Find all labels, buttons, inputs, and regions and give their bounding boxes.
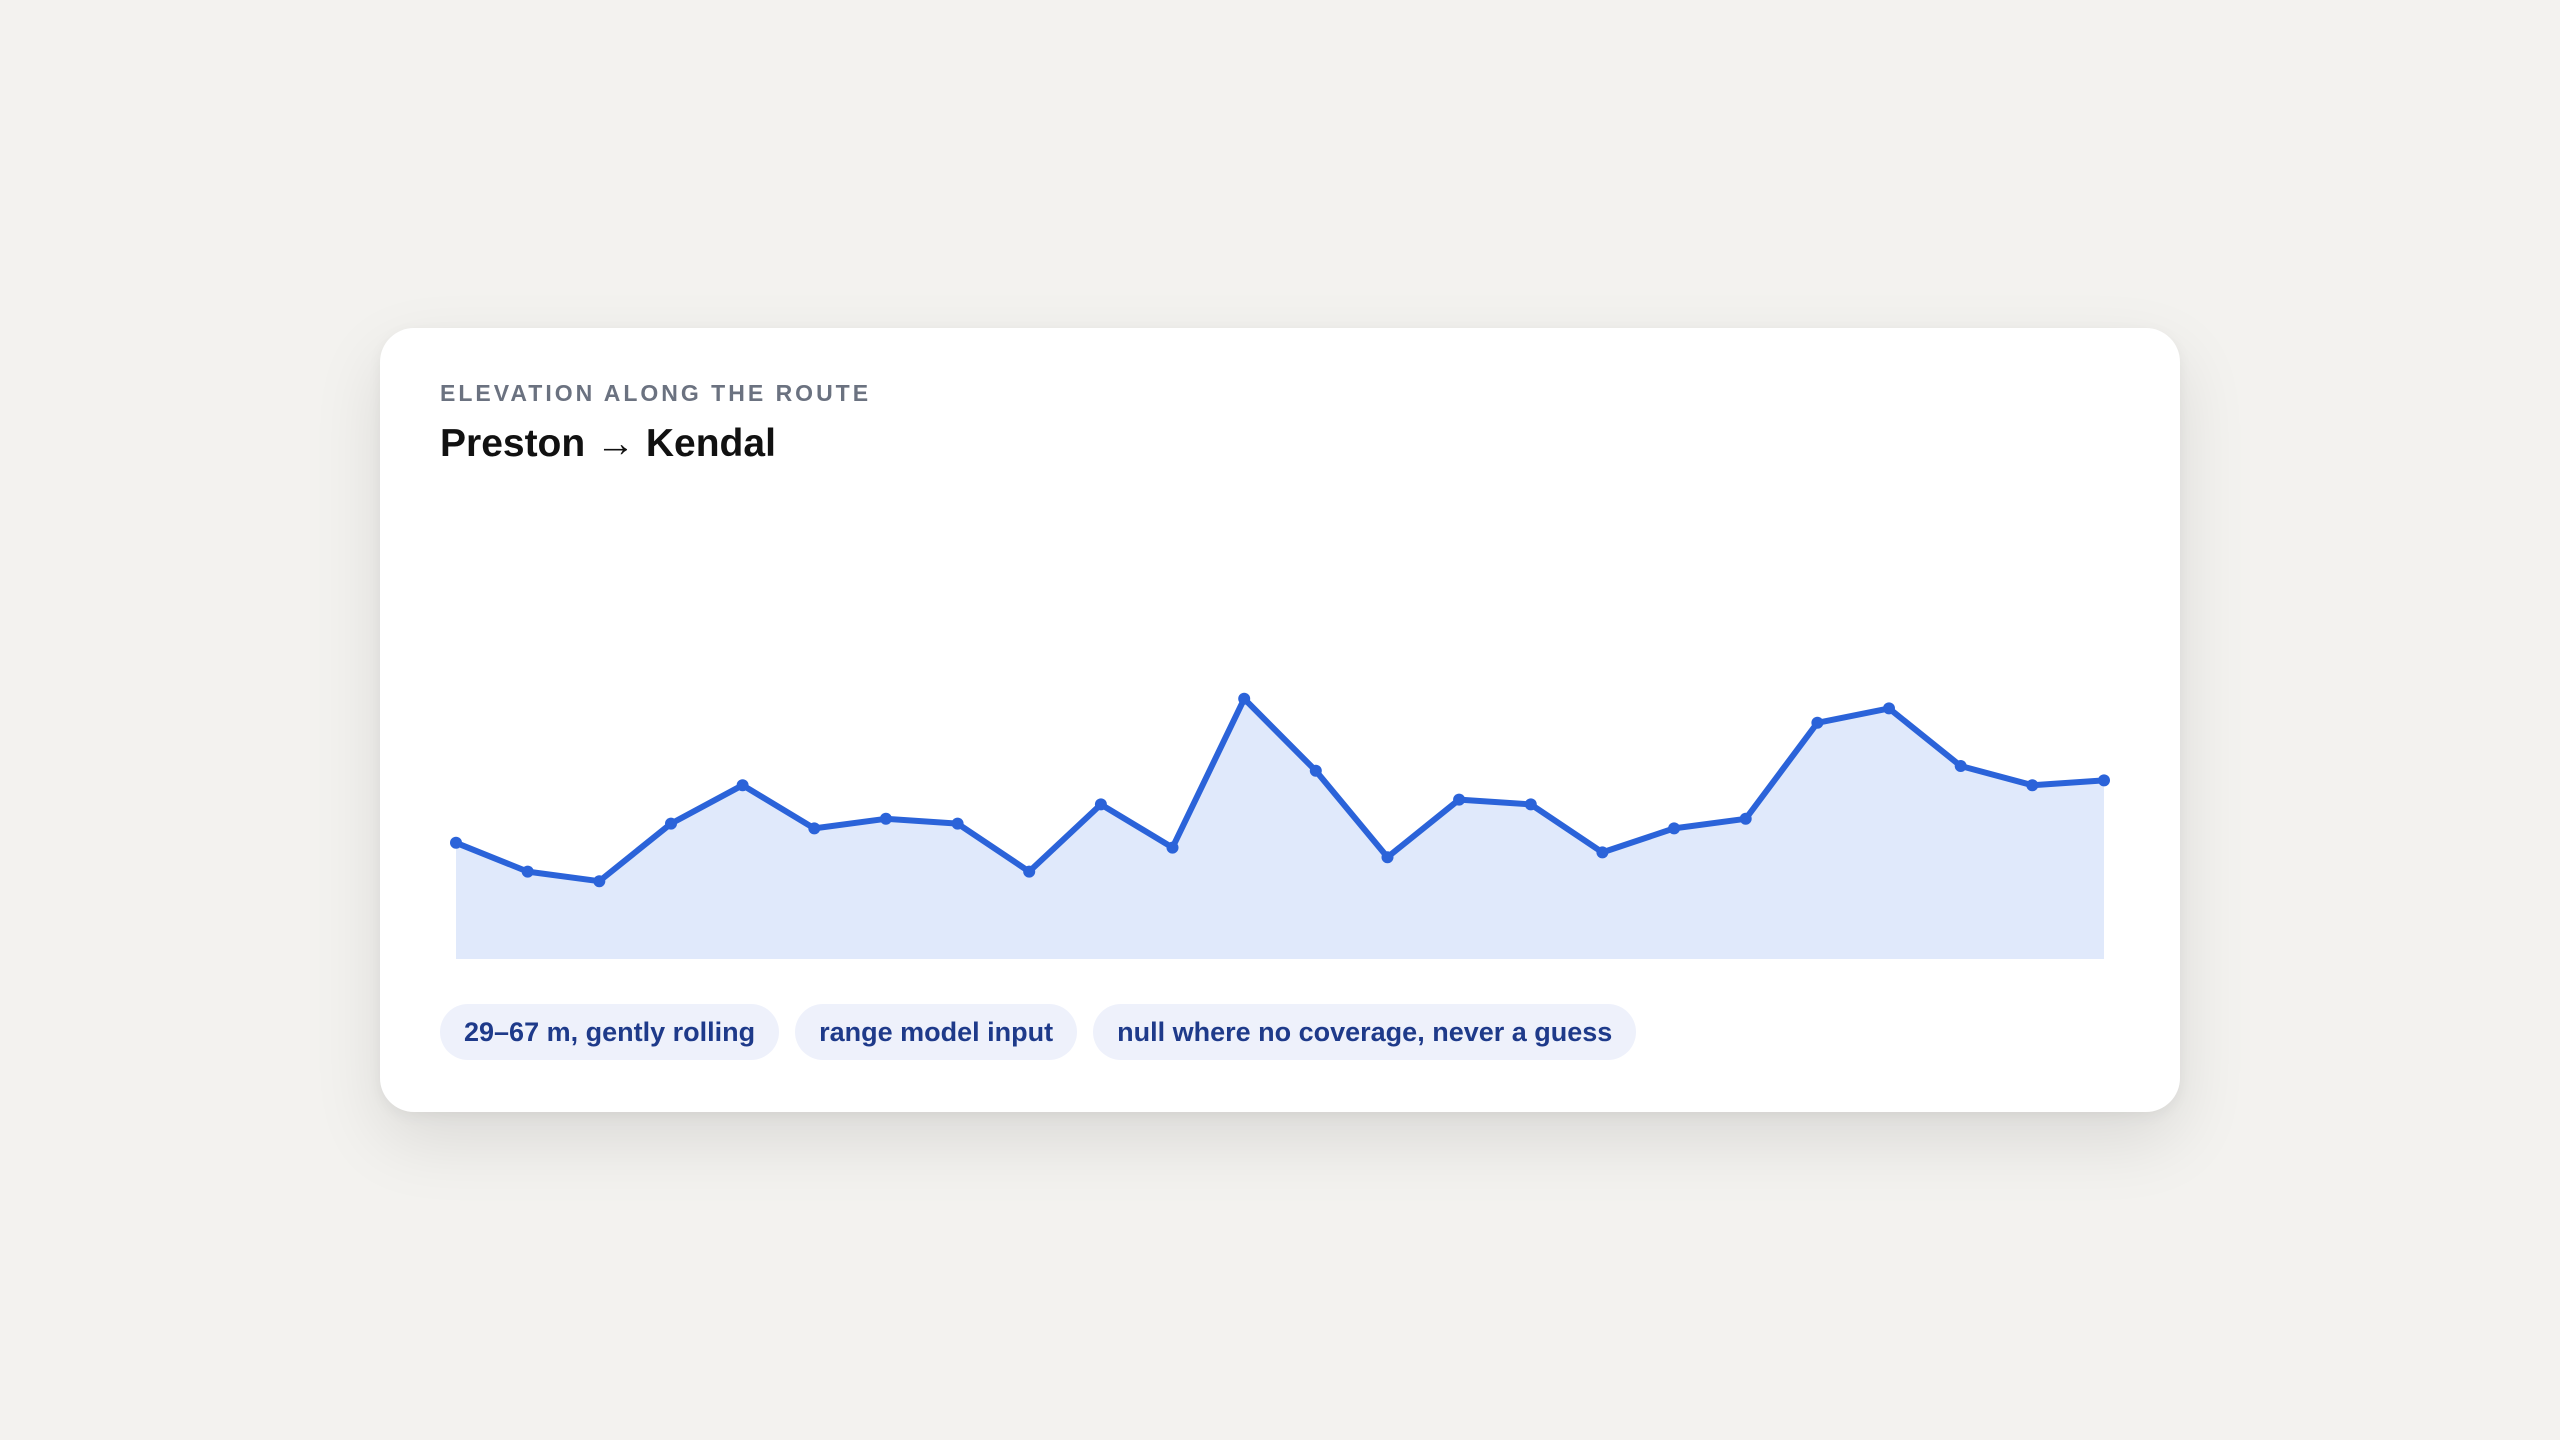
elevation-point-5 — [808, 822, 821, 835]
card-eyebrow: ELEVATION ALONG THE ROUTE — [440, 380, 872, 406]
elevation-point-18 — [1739, 812, 1752, 825]
elevation-point-4 — [736, 779, 749, 792]
elevation-point-1 — [521, 865, 534, 878]
elevation-line — [453, 695, 2107, 885]
elevation-point-20 — [1883, 702, 1895, 715]
elevation-point-10 — [1166, 841, 1179, 854]
chip-model-input: range model input — [795, 1004, 1078, 1060]
elevation-point-16 — [1596, 846, 1609, 859]
elevation-point-22 — [2026, 779, 2039, 792]
elevation-point-9 — [1094, 798, 1107, 811]
elevation-point-15 — [1524, 798, 1537, 811]
elevation-point-0 — [450, 836, 462, 849]
elevation-area — [456, 698, 2104, 959]
elevation-point-7 — [951, 817, 964, 830]
elevation-point-12 — [1309, 764, 1322, 777]
card-title: Preston → Kendal — [440, 422, 776, 465]
chip-coverage-note: null where no coverage, never a guess — [1093, 1004, 1637, 1060]
elevation-point-19 — [1811, 716, 1824, 729]
elevation-point-3 — [665, 817, 677, 830]
elevation-point-21 — [1954, 760, 1967, 772]
elevation-point-11 — [1238, 692, 1251, 705]
elevation-point-13 — [1381, 851, 1394, 864]
elevation-point-23 — [2098, 774, 2110, 787]
elevation-chart — [450, 692, 2110, 959]
elevation-point-8 — [1023, 865, 1036, 878]
elevation-point-14 — [1453, 793, 1466, 806]
elevation-point-6 — [879, 812, 892, 825]
chip-list: 29–67 m, gently rolling range model inpu… — [440, 1004, 1637, 1060]
elevation-point-2 — [593, 875, 606, 888]
chip-range: 29–67 m, gently rolling — [440, 1004, 780, 1060]
elevation-point-17 — [1668, 822, 1681, 835]
elevation-card: ELEVATION ALONG THE ROUTE Preston → Kend… — [380, 328, 2180, 1112]
